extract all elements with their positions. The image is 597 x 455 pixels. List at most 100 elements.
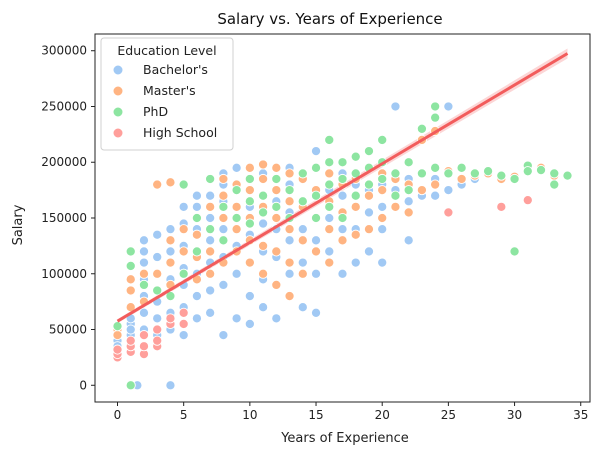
data-point — [244, 318, 255, 329]
data-point — [271, 246, 282, 257]
data-point — [324, 224, 335, 235]
x-tick-label: 25 — [441, 408, 456, 422]
data-point — [403, 196, 414, 207]
data-point — [297, 224, 308, 235]
data-point — [191, 313, 202, 324]
data-point — [244, 218, 255, 229]
data-point — [416, 185, 427, 196]
data-point — [377, 257, 388, 268]
data-point — [258, 159, 269, 170]
data-point — [390, 201, 401, 212]
data-point — [310, 307, 322, 318]
data-point — [138, 235, 150, 246]
data-point — [218, 173, 229, 185]
data-point — [205, 173, 216, 185]
data-point — [377, 173, 388, 185]
data-point — [165, 224, 176, 235]
data-point — [231, 162, 242, 173]
data-point — [218, 201, 229, 212]
y-tick-label: 200000 — [41, 155, 87, 169]
data-point — [297, 268, 308, 279]
data-point — [310, 146, 322, 157]
x-tick-label: 20 — [375, 408, 390, 422]
data-point — [403, 185, 414, 196]
data-point — [350, 257, 361, 268]
data-point — [205, 307, 216, 318]
y-tick-label: 250000 — [41, 99, 87, 113]
data-point — [284, 291, 295, 302]
data-point — [205, 212, 216, 224]
data-point — [258, 268, 269, 279]
data-point — [363, 190, 375, 201]
plot-area — [94, 33, 591, 403]
data-point — [284, 168, 295, 179]
data-point — [337, 190, 348, 201]
data-point — [165, 291, 176, 302]
data-point — [496, 170, 507, 181]
data-point — [350, 190, 361, 201]
data-point — [430, 101, 441, 112]
data-point — [337, 235, 348, 246]
data-point — [125, 260, 136, 272]
data-point — [522, 166, 533, 177]
data-point — [138, 257, 150, 268]
data-point — [324, 257, 335, 268]
data-point — [191, 246, 202, 257]
legend-marker — [112, 106, 124, 118]
legend-marker — [112, 64, 124, 76]
data-point — [125, 324, 136, 335]
data-point — [350, 151, 361, 162]
legend-box — [100, 37, 234, 151]
data-point — [231, 201, 242, 212]
x-tick-label: 10 — [242, 408, 257, 422]
data-point — [337, 157, 348, 168]
data-point — [297, 257, 308, 268]
data-point — [483, 166, 494, 177]
data-point — [324, 201, 335, 212]
data-point — [231, 313, 242, 324]
chart-title: Salary vs. Years of Experience — [217, 10, 442, 28]
data-point — [324, 179, 335, 190]
data-point — [218, 279, 229, 290]
data-point — [165, 235, 176, 246]
series-group — [112, 101, 573, 391]
data-point — [390, 190, 401, 201]
data-point — [152, 229, 163, 240]
x-tick-label: 0 — [114, 408, 122, 422]
data-point — [138, 341, 150, 352]
data-point — [258, 190, 269, 201]
data-point — [138, 268, 150, 279]
data-point — [178, 179, 189, 190]
x-tick-label: 5 — [180, 408, 188, 422]
data-point — [112, 330, 123, 341]
data-point — [509, 173, 520, 185]
data-point — [178, 307, 189, 318]
data-point — [363, 207, 375, 218]
data-point — [377, 134, 388, 145]
data-point — [549, 168, 560, 179]
data-point — [284, 196, 295, 207]
data-point — [258, 218, 269, 229]
data-point — [271, 313, 282, 324]
data-point — [165, 246, 176, 257]
data-point — [205, 285, 216, 296]
y-tick-label: 0 — [79, 378, 87, 392]
y-axis: 0 50000 100000 150000 200000 250000 300000 — [41, 44, 95, 392]
data-point — [152, 268, 163, 279]
data-point — [390, 101, 401, 112]
data-point — [271, 201, 282, 212]
data-point — [271, 173, 282, 185]
data-point — [350, 229, 361, 240]
data-point — [244, 291, 255, 302]
legend-entry-label: High School — [143, 125, 217, 140]
data-point — [284, 235, 295, 246]
data-point — [297, 235, 308, 246]
data-point — [244, 257, 255, 268]
data-point — [430, 179, 441, 190]
data-point — [324, 246, 335, 257]
data-point — [271, 185, 282, 196]
data-point — [191, 291, 202, 302]
data-point — [178, 246, 189, 257]
x-axis: 0 5 10 15 20 25 30 35 — [114, 402, 588, 422]
